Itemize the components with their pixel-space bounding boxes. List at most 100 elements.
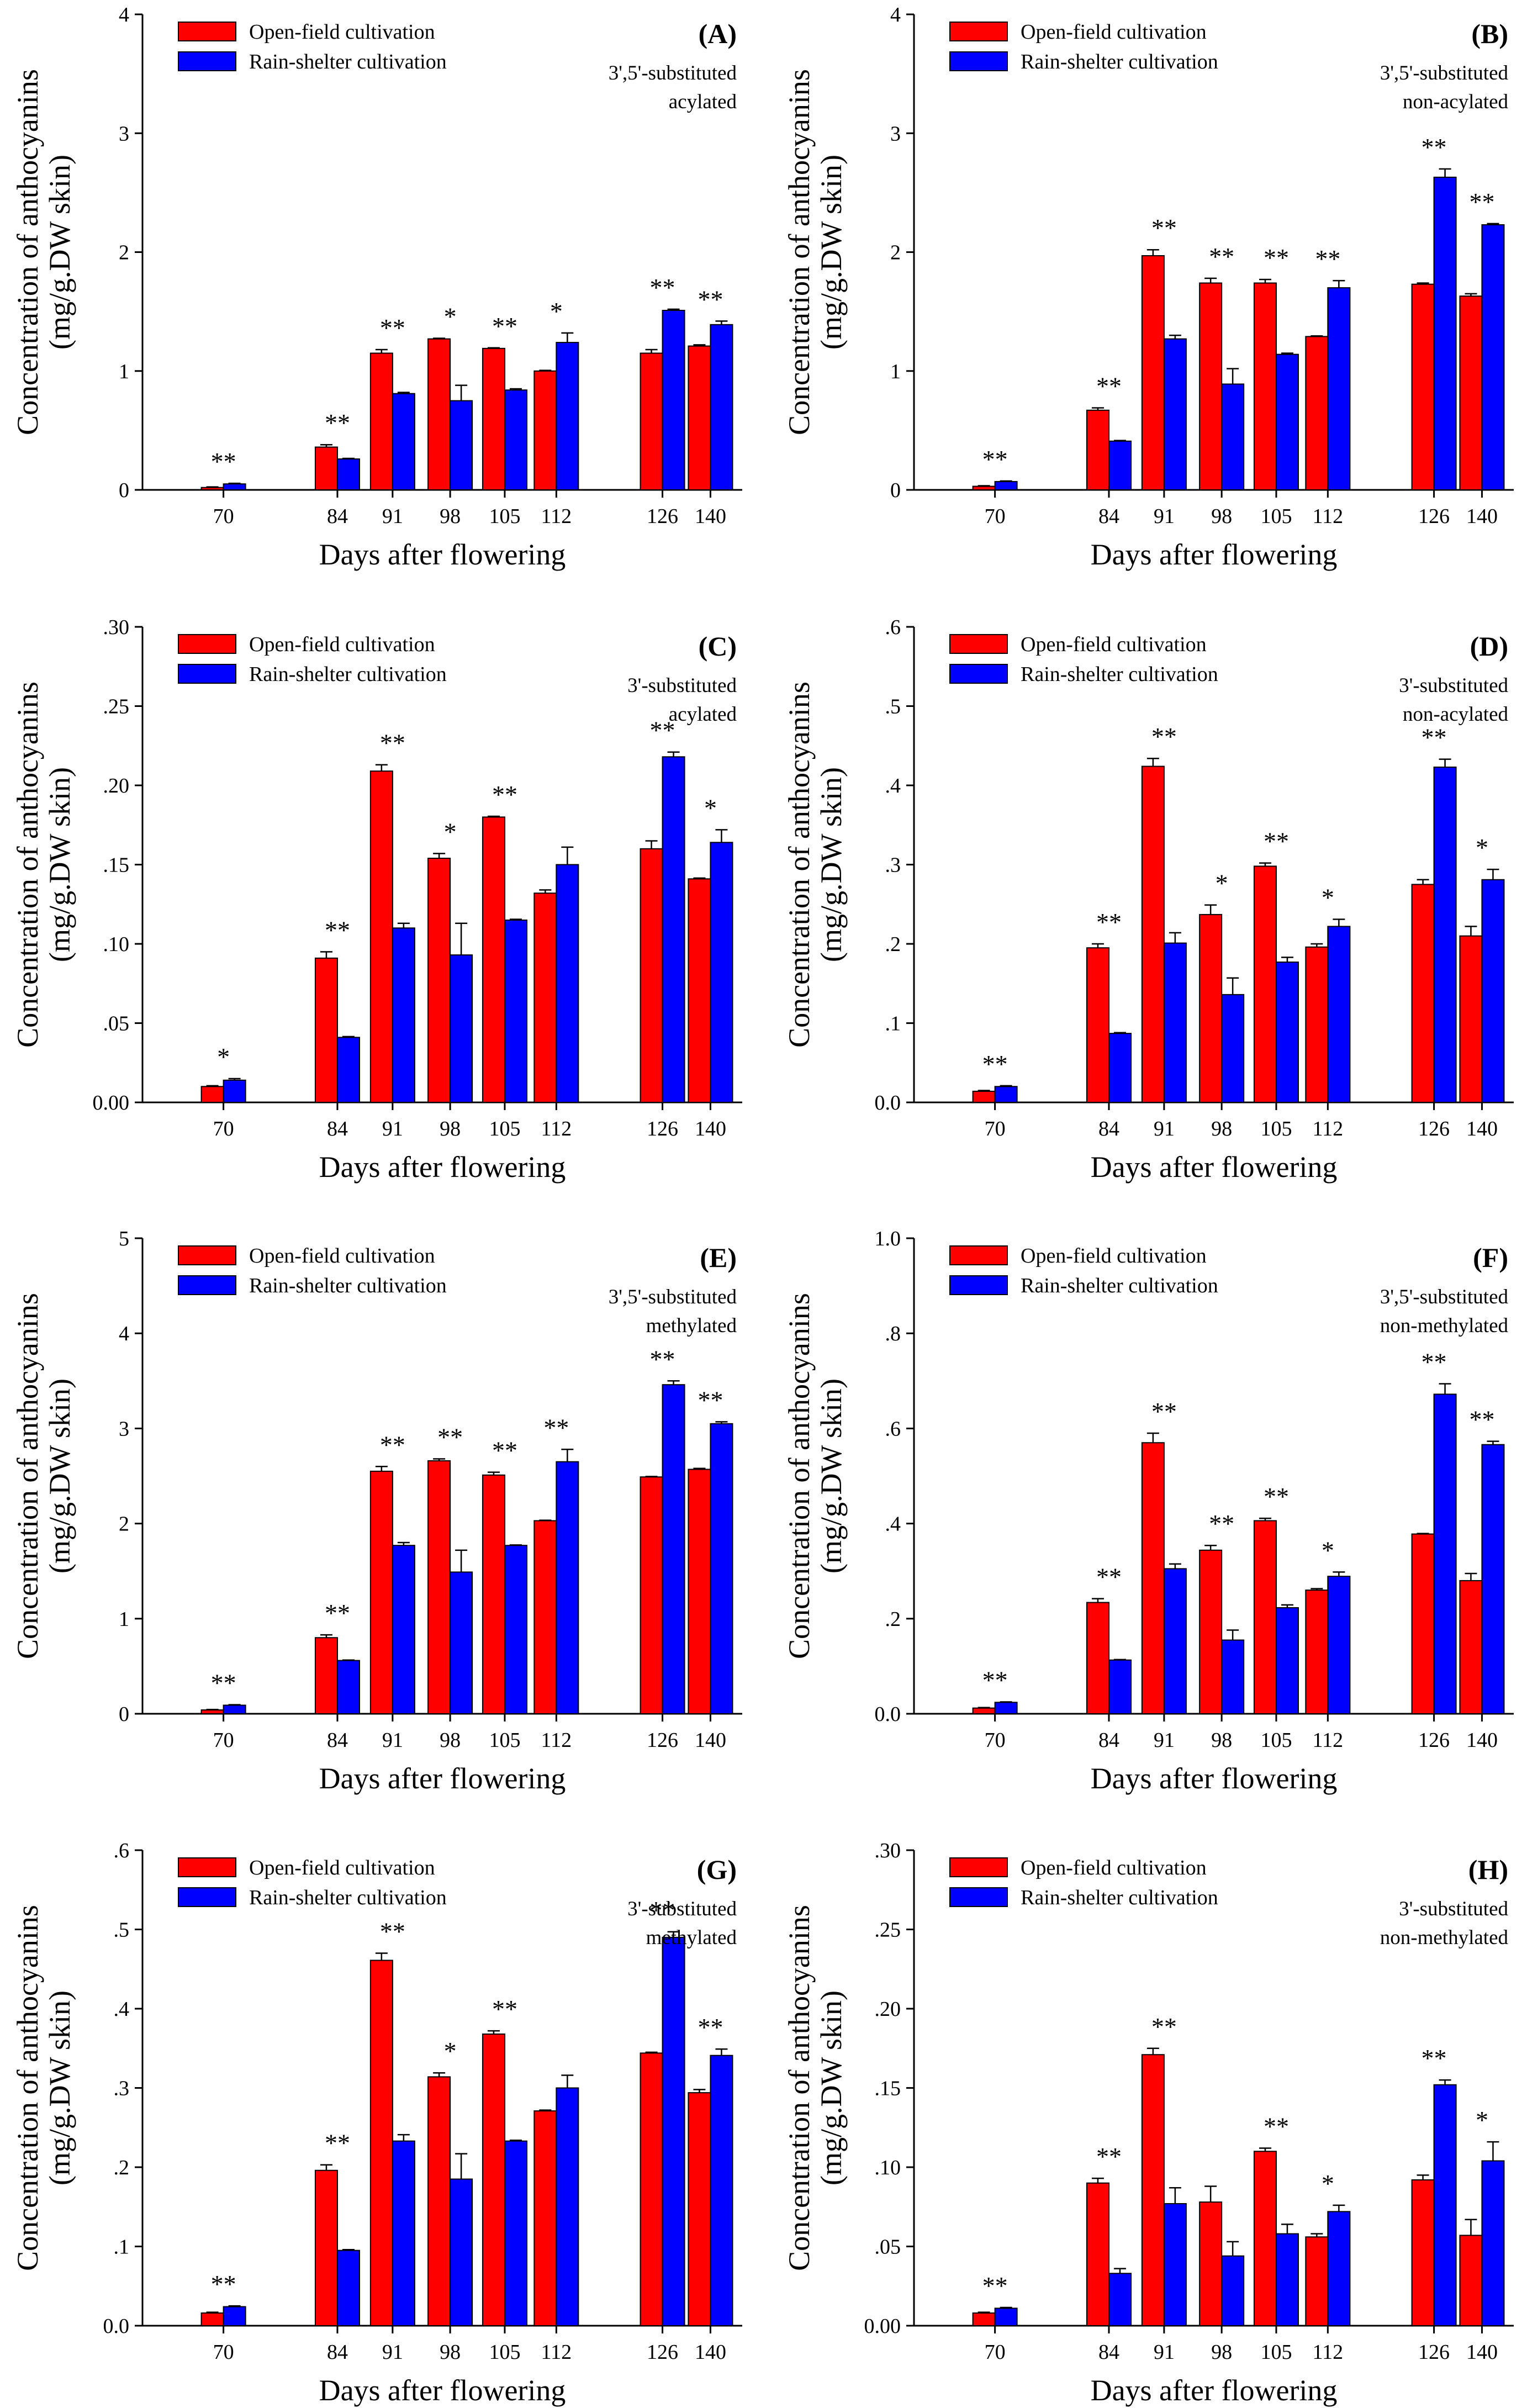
rain-shelter-bar — [994, 480, 1018, 490]
panel-label: (H) — [1468, 1854, 1508, 1885]
open-field-bar — [1141, 255, 1165, 490]
open-field-bar — [533, 2110, 557, 2326]
legend-label-rain-shelter: Rain-shelter cultivation — [249, 1274, 447, 1297]
y-tick-label: .05 — [875, 2236, 901, 2259]
panel-annotation-line1: 3'-substituted — [627, 1898, 737, 1920]
significance-marker: ** — [982, 2272, 1008, 2300]
rain-shelter-bar — [1163, 2203, 1187, 2327]
x-tick-label: 105 — [489, 1729, 520, 1752]
x-tick-label: 70 — [985, 1729, 1006, 1752]
panel-annotation-line2: methylated — [646, 1926, 737, 1949]
y-tick-label: .15 — [103, 854, 130, 877]
y-tick-label: .2 — [114, 2156, 130, 2179]
y-tick-label: .4 — [114, 1998, 130, 2021]
y-tick-label: .25 — [875, 1919, 901, 1942]
open-field-bar — [314, 1637, 338, 1714]
significance-marker: ** — [380, 314, 405, 342]
open-field-bar — [482, 1474, 505, 1715]
rain-shelter-bar — [392, 927, 415, 1103]
rain-shelter-bar — [1327, 926, 1351, 1103]
x-tick-label: 112 — [1313, 1729, 1344, 1752]
open-field-bar — [200, 1709, 224, 1715]
open-field-bar — [1253, 865, 1277, 1103]
x-tick-label: 91 — [382, 2341, 403, 2364]
rain-shelter-bar — [662, 756, 685, 1103]
panel-annotation-line1: 3',5'-substituted — [609, 1286, 737, 1308]
rain-shelter-bar — [1327, 2211, 1351, 2327]
rain-shelter-bar — [1275, 353, 1299, 490]
legend-label-rain-shelter: Rain-shelter cultivation — [1021, 663, 1218, 686]
y-axis-title-line2: (mg/g.DW skin) — [815, 767, 848, 962]
open-field-bar — [1459, 2235, 1483, 2326]
y-tick-label: .1 — [885, 1012, 901, 1036]
x-tick-label: 140 — [695, 505, 726, 528]
rain-shelter-bar — [223, 483, 246, 490]
y-axis-title-line2: (mg/g.DW skin) — [43, 767, 76, 962]
x-tick-label: 112 — [1313, 2341, 1344, 2364]
open-field-bar — [1411, 884, 1435, 1103]
significance-marker: ** — [1096, 1563, 1122, 1591]
x-tick-label: 84 — [1098, 505, 1119, 528]
y-tick-label: .5 — [885, 695, 901, 719]
significance-marker: * — [444, 2037, 457, 2065]
open-field-bar — [200, 1086, 224, 1103]
open-field-bar — [640, 2052, 663, 2327]
rain-shelter-bar — [1481, 224, 1505, 490]
x-tick-label: 98 — [1211, 1117, 1232, 1140]
significance-marker: ** — [492, 780, 517, 809]
legend-swatch-rain-shelter — [949, 1887, 1008, 1907]
significance-marker: ** — [698, 1386, 723, 1414]
legend-swatch-rain-shelter — [949, 51, 1008, 71]
panel-e: 0 1 2 3 4 5 70 84 91 98 105 112 126 140 ** ** ** ** ** ** **… — [11, 1227, 742, 1795]
open-field-bar — [1411, 1533, 1435, 1714]
y-axis-title-line1: Concentration of anthocyanins — [783, 69, 816, 435]
significance-marker: ** — [982, 445, 1008, 473]
significance-marker: ** — [1469, 1406, 1494, 1434]
x-tick-label: 112 — [1313, 1117, 1344, 1140]
open-field-bar — [1253, 2151, 1277, 2327]
significance-marker: ** — [492, 1995, 517, 2023]
significance-marker: ** — [1151, 2013, 1177, 2041]
significance-marker: ** — [1422, 724, 1447, 752]
rain-shelter-bar — [504, 2140, 527, 2327]
open-field-bar — [1459, 935, 1483, 1103]
y-tick-label: .2 — [885, 1608, 901, 1631]
open-field-bar — [1305, 946, 1329, 1103]
x-tick-label: 105 — [1260, 1729, 1292, 1752]
x-tick-label: 140 — [695, 1117, 726, 1140]
significance-marker: ** — [1096, 908, 1122, 936]
panel-label: (D) — [1470, 631, 1508, 662]
legend-label-open-field: Open-field cultivation — [1021, 633, 1207, 656]
x-axis-title: Days after flowering — [1091, 1150, 1338, 1184]
rain-shelter-bar — [662, 1384, 685, 1714]
rain-shelter-bar — [1275, 2233, 1299, 2327]
panel-label: (G) — [697, 1854, 737, 1885]
y-tick-label: 0 — [890, 479, 901, 502]
significance-marker: ** — [1264, 2113, 1289, 2141]
y-tick-label: 3 — [119, 1417, 129, 1440]
open-field-bar — [1253, 1520, 1277, 1715]
x-tick-label: 98 — [1211, 2341, 1232, 2364]
y-axis-title-line1: Concentration of anthocyanins — [783, 1905, 816, 2271]
x-tick-label: 84 — [327, 1729, 348, 1752]
open-field-bar — [1305, 1590, 1329, 1714]
rain-shelter-bar — [1163, 338, 1187, 490]
rain-shelter-bar — [994, 1702, 1018, 1714]
significance-marker: ** — [1151, 722, 1177, 751]
x-tick-label: 126 — [1418, 1117, 1450, 1140]
rain-shelter-bar — [1481, 879, 1505, 1103]
open-field-bar — [1141, 765, 1165, 1103]
open-field-bar — [688, 1469, 711, 1715]
y-tick-label: .05 — [103, 1012, 130, 1036]
legend-label-rain-shelter: Rain-shelter cultivation — [249, 50, 447, 73]
y-tick-label: .20 — [875, 1998, 901, 2021]
legend-swatch-rain-shelter — [949, 664, 1008, 684]
significance-marker: ** — [982, 1666, 1008, 1694]
rain-shelter-bar — [450, 1571, 473, 1715]
x-tick-label: 112 — [541, 505, 572, 528]
rain-shelter-bar — [1108, 1659, 1132, 1715]
significance-marker: ** — [437, 1423, 463, 1451]
rain-shelter-bar — [710, 324, 733, 490]
x-tick-label: 140 — [1466, 505, 1498, 528]
